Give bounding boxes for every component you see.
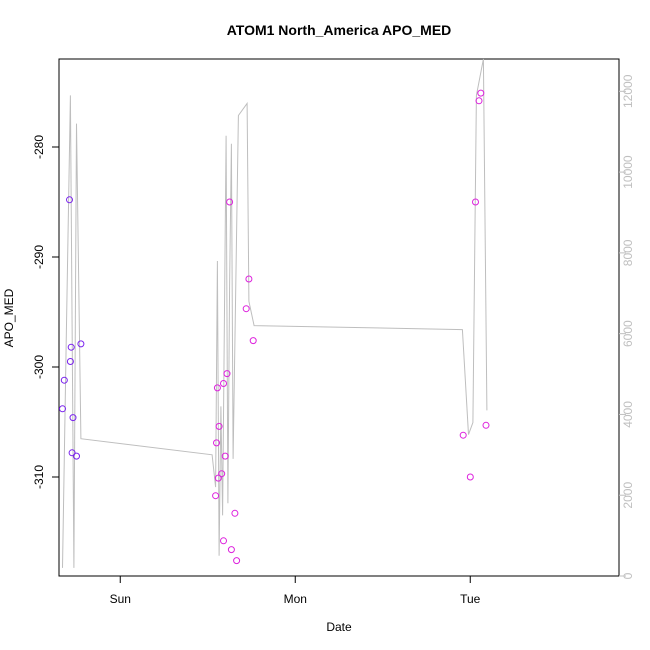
data-point — [66, 358, 74, 365]
data-point — [233, 557, 241, 565]
x-tick-label: Sun — [110, 592, 131, 606]
data-point — [223, 370, 231, 378]
data-point — [214, 474, 222, 482]
data-point — [221, 452, 229, 460]
data-point — [459, 431, 467, 439]
y-axis-right: 0 2000 4000 6000 8000 10000 12000 — [619, 74, 635, 579]
data-point — [482, 421, 490, 429]
y-left-tick-label: -280 — [32, 135, 46, 159]
data-point — [218, 470, 226, 478]
y-right-tick-label: 6000 — [621, 320, 635, 347]
y-axis-left: -280 -290 -300 -310 — [32, 135, 59, 489]
y-right-tick-label: 12000 — [621, 74, 635, 108]
series-line — [62, 58, 488, 568]
data-point — [231, 509, 239, 517]
data-point — [77, 340, 85, 348]
y-right-tick-label: 4000 — [621, 401, 635, 428]
data-point — [69, 414, 77, 422]
data-point — [220, 537, 227, 545]
data-point — [212, 492, 220, 500]
x-axis-label: Date — [326, 620, 352, 634]
data-point — [472, 198, 479, 206]
data-point — [213, 384, 221, 392]
data-point — [66, 196, 73, 204]
data-point — [477, 89, 485, 97]
data-point — [67, 343, 75, 351]
y-right-tick-label: 8000 — [621, 239, 635, 266]
data-point — [475, 97, 483, 105]
data-point — [466, 473, 474, 481]
y-axis-label: APO_MED — [2, 288, 16, 347]
chart-title: ATOM1 North_America APO_MED — [227, 22, 452, 38]
data-point — [249, 337, 257, 345]
x-tick-label: Tue — [460, 592, 481, 606]
data-point — [73, 452, 80, 460]
data-point — [215, 422, 223, 430]
y-left-tick-label: -300 — [32, 355, 46, 379]
data-point — [245, 275, 253, 283]
y-left-tick-label: -310 — [32, 465, 46, 489]
data-point — [226, 198, 234, 206]
y-right-tick-label: 10000 — [621, 155, 635, 189]
x-tick-label: Mon — [284, 592, 307, 606]
data-point — [68, 449, 76, 457]
data-point — [242, 305, 250, 313]
data-point — [227, 546, 235, 554]
data-point — [59, 405, 66, 413]
y-right-tick-label: 2000 — [621, 482, 635, 509]
data-point — [60, 376, 68, 384]
y-left-tick-label: -290 — [32, 245, 46, 269]
y-right-tick-label: 0 — [621, 572, 635, 579]
data-point — [213, 439, 220, 447]
data-point — [220, 380, 227, 387]
x-axis: Sun Mon Tue — [110, 576, 481, 606]
plot-frame — [58, 58, 620, 577]
series-points — [59, 89, 490, 565]
